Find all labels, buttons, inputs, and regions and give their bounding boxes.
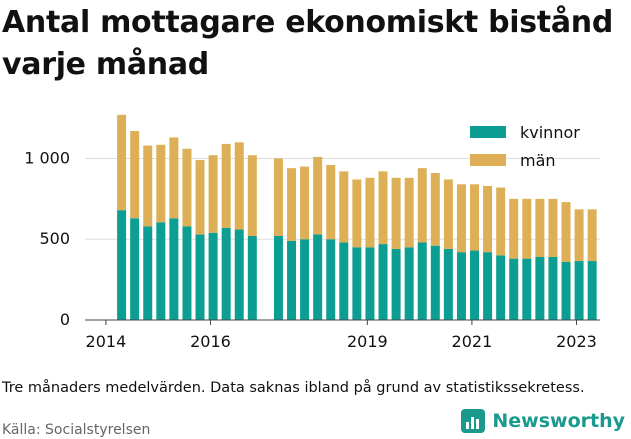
bar-man: [365, 177, 375, 248]
bar-man: [391, 177, 401, 249]
bar-man: [130, 131, 140, 219]
y-tick-label: 500: [39, 229, 70, 248]
x-tick-label: 2019: [347, 332, 388, 351]
newsworthy-brand[interactable]: Newsworthy: [460, 408, 625, 434]
bar-kvinnor: [182, 226, 192, 320]
bar-kvinnor: [326, 239, 336, 320]
bar-man: [470, 184, 480, 251]
bar-man: [496, 187, 506, 256]
bar-kvinnor: [404, 247, 414, 320]
chart-note: Tre månaders medelvärden. Data saknas ib…: [2, 380, 585, 396]
bar-man: [548, 198, 558, 257]
bar-kvinnor: [169, 218, 179, 320]
x-tick-label: 2016: [190, 332, 231, 351]
bar-kvinnor: [117, 210, 127, 320]
bar-man: [143, 145, 153, 227]
bar-man: [326, 164, 336, 240]
bar-man: [417, 168, 427, 243]
bar-kvinnor: [234, 229, 244, 320]
bar-man: [247, 155, 257, 236]
bar-kvinnor: [456, 252, 466, 320]
bar-kvinnor: [287, 240, 297, 320]
bar-man: [574, 209, 584, 262]
bar-man: [561, 202, 571, 262]
bar-kvinnor: [535, 257, 545, 320]
bar-kvinnor: [378, 244, 388, 320]
bar-kvinnor: [587, 261, 597, 320]
bar-kvinnor: [130, 218, 140, 320]
axes: 0 500 1 000 2014 2016 2019 2021 2023: [24, 148, 600, 351]
bar-kvinnor: [509, 258, 519, 320]
legend-swatch-kvinnor: [470, 126, 506, 138]
bar-man: [587, 209, 597, 262]
bar-chart: 0 500 1 000 2014 2016 2019 2021 2023 kvinnor mä…: [24, 114, 600, 351]
bar-man: [339, 171, 349, 243]
bar-man: [300, 166, 310, 240]
bar-kvinnor: [273, 236, 283, 320]
bar-man: [182, 148, 192, 227]
bar-kvinnor: [483, 252, 493, 320]
bar-kvinnor: [430, 245, 440, 320]
y-tick-label: 0: [60, 310, 70, 329]
bar-kvinnor: [443, 248, 453, 320]
bar-man: [221, 143, 231, 228]
chart-title: Antal mottagare ekonomiskt bistånd varje…: [2, 5, 614, 82]
x-tick-label: 2023: [556, 332, 597, 351]
bar-man: [287, 168, 297, 241]
x-tick-label: 2021: [452, 332, 493, 351]
legend-label-kvinnor: kvinnor: [520, 123, 580, 142]
legend-label-man: män: [520, 151, 556, 170]
bars: [117, 114, 597, 320]
bar-kvinnor: [339, 242, 349, 320]
source-text: Källa: Socialstyrelsen: [2, 422, 151, 438]
bar-man: [273, 158, 283, 236]
brand-name: Newsworthy: [492, 410, 625, 432]
bar-man: [430, 173, 440, 246]
bar-man: [195, 160, 205, 235]
bar-kvinnor: [391, 248, 401, 320]
bar-man: [208, 155, 218, 233]
bar-kvinnor: [208, 232, 218, 320]
x-tick-label: 2014: [86, 332, 127, 351]
bar-kvinnor: [561, 261, 571, 320]
bar-kvinnor: [365, 247, 375, 320]
bar-kvinnor: [522, 258, 532, 320]
bar-man: [234, 142, 244, 230]
bar-kvinnor: [548, 257, 558, 320]
bar-man: [483, 185, 493, 253]
bar-kvinnor: [195, 234, 205, 320]
newsworthy-logo-icon: [461, 409, 486, 433]
bar-man: [156, 144, 166, 223]
bar-kvinnor: [417, 242, 427, 320]
legend: kvinnor män: [470, 123, 580, 170]
bar-kvinnor: [352, 247, 362, 320]
bar-kvinnor: [300, 239, 310, 320]
legend-swatch-man: [470, 154, 506, 166]
bar-man: [509, 198, 519, 259]
bar-man: [456, 184, 466, 253]
bar-man: [117, 114, 127, 211]
bar-kvinnor: [313, 234, 323, 320]
bar-kvinnor: [143, 226, 153, 320]
bar-kvinnor: [496, 255, 506, 320]
bar-man: [352, 179, 362, 248]
bar-kvinnor: [247, 236, 257, 320]
bar-man: [313, 156, 323, 235]
bar-man: [522, 198, 532, 259]
bar-man: [535, 198, 545, 257]
bar-kvinnor: [221, 227, 231, 320]
bar-man: [443, 179, 453, 249]
bar-man: [169, 137, 179, 219]
bar-kvinnor: [470, 250, 480, 320]
bar-man: [378, 171, 388, 245]
bar-kvinnor: [156, 222, 166, 320]
bar-kvinnor: [574, 261, 584, 320]
y-tick-label: 1 000: [24, 148, 70, 167]
bar-man: [404, 177, 414, 248]
